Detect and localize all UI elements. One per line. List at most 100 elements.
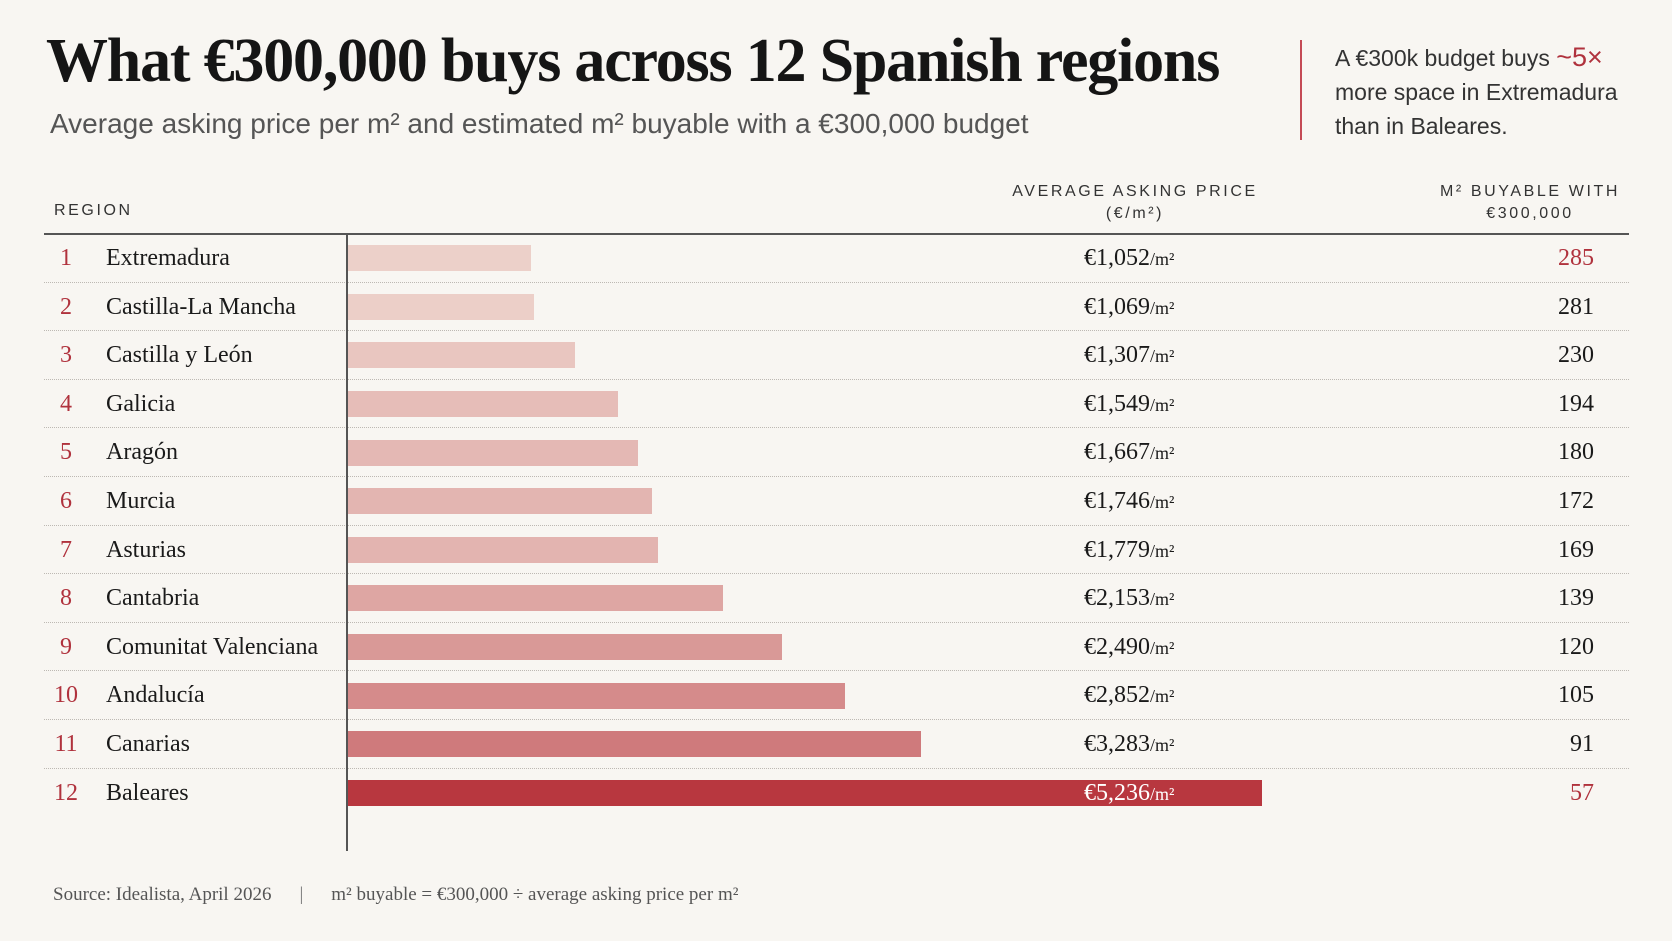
- m2-value: 194: [1558, 390, 1594, 417]
- rank-label: 11: [54, 731, 78, 757]
- region-label: Baleares: [106, 779, 189, 806]
- m2-value: 180: [1558, 439, 1594, 466]
- price-number: €1,549: [1084, 390, 1150, 417]
- region-label: Castilla-La Mancha: [106, 293, 296, 320]
- region-label: Murcia: [106, 488, 176, 514]
- price-bar: [347, 682, 846, 709]
- price-value: €1,779/m²: [1084, 526, 1174, 578]
- row-separator: [44, 767, 1629, 769]
- callout-text-before: A €300k budget buys: [1335, 45, 1557, 71]
- m2-value: 91: [1570, 731, 1594, 757]
- callout-text-after: more space in Extremadura than in Balear…: [1335, 79, 1618, 139]
- row-separator: [44, 427, 1629, 429]
- m2-column-header: M² BUYABLE WITH €300,000: [1405, 181, 1655, 225]
- price-bar: [347, 488, 653, 515]
- region-label: Asturias: [106, 536, 186, 563]
- chart-row: 5 Aragón €1,667/m² 180: [44, 428, 1629, 477]
- rank-label: 8: [60, 585, 72, 612]
- rank-label: 12: [54, 779, 78, 806]
- price-value: €1,549/m²: [1084, 380, 1174, 432]
- footer-source: Source: Idealista, April 2026: [53, 884, 272, 905]
- chart-row: 12 Baleares €5,236/m² 57: [44, 769, 1629, 818]
- price-header-line2: (€/m²): [1105, 205, 1165, 222]
- price-unit: /m²: [1150, 249, 1175, 269]
- m2-value: 172: [1558, 488, 1594, 514]
- m2-value: 281: [1558, 293, 1594, 320]
- price-number: €1,779: [1084, 536, 1150, 563]
- price-number: €2,490: [1084, 633, 1150, 660]
- rank-label: 3: [60, 342, 72, 369]
- chart-row: 2 Castilla-La Mancha €1,069/m² 281: [44, 283, 1629, 332]
- price-unit: /m²: [1150, 540, 1175, 561]
- m2-value: 139: [1558, 585, 1594, 612]
- price-unit: /m²: [1150, 637, 1175, 658]
- price-bar: [347, 293, 534, 320]
- price-value: €1,667/m²: [1084, 428, 1174, 480]
- chart-row: 9 Comunitat Valenciana €2,490/m² 120: [44, 623, 1629, 672]
- price-column-header: AVERAGE ASKING PRICE (€/m²): [980, 181, 1290, 225]
- header-rule: [44, 233, 1629, 235]
- price-unit: /m²: [1150, 394, 1175, 415]
- price-bar: [347, 391, 618, 418]
- price-value: €5,236/m²: [1084, 769, 1174, 821]
- bar-axis-line: [346, 234, 348, 851]
- rank-label: 7: [60, 536, 72, 563]
- rank-label: 9: [60, 633, 72, 660]
- region-label: Extremadura: [106, 245, 230, 271]
- price-value: €3,283/m²: [1084, 720, 1174, 772]
- price-bar: [347, 245, 531, 272]
- price-number: €2,852: [1084, 682, 1150, 709]
- price-unit: /m²: [1150, 783, 1175, 804]
- rank-label: 2: [60, 293, 72, 320]
- price-value: €2,852/m²: [1084, 671, 1174, 723]
- region-label: Canarias: [106, 731, 190, 757]
- callout-divider: [1300, 40, 1302, 140]
- row-separator: [44, 330, 1629, 332]
- chart-row: 6 Murcia €1,746/m² 172: [44, 477, 1629, 526]
- price-number: €1,052: [1084, 245, 1150, 271]
- chart-title: What €300,000 buys across 12 Spanish reg…: [46, 27, 1220, 95]
- m2-value: 285: [1558, 245, 1594, 271]
- row-separator: [44, 475, 1629, 477]
- price-unit: /m²: [1150, 297, 1175, 318]
- price-value: €1,069/m²: [1084, 283, 1174, 335]
- m2-header-line1: M² BUYABLE WITH: [1439, 183, 1621, 200]
- row-separator: [44, 281, 1629, 283]
- chart-row: 3 Castilla y León €1,307/m² 230: [44, 331, 1629, 380]
- price-number: €1,667: [1084, 439, 1150, 466]
- callout-highlight: ~5×: [1556, 42, 1603, 72]
- row-separator: [44, 718, 1629, 720]
- chart-subtitle: Average asking price per m² and estimate…: [50, 108, 1029, 139]
- price-value: €1,307/m²: [1084, 331, 1174, 383]
- price-number: €1,746: [1084, 488, 1150, 514]
- m2-value: 230: [1558, 342, 1594, 369]
- rank-label: 4: [60, 390, 72, 417]
- row-separator: [44, 670, 1629, 672]
- row-separator: [44, 573, 1629, 575]
- price-value: €2,490/m²: [1084, 623, 1174, 675]
- rank-label: 1: [60, 245, 72, 271]
- price-number: €1,307: [1084, 342, 1150, 369]
- footer: Source: Idealista, April 2026 | m² buyable…: [53, 884, 738, 906]
- price-unit: /m²: [1150, 589, 1175, 610]
- price-bar: [347, 634, 783, 661]
- m2-value: 105: [1558, 682, 1594, 709]
- region-label: Comunitat Valenciana: [106, 633, 319, 660]
- price-number: €1,069: [1084, 293, 1150, 320]
- m2-value: 57: [1570, 779, 1594, 806]
- price-value: €2,153/m²: [1084, 574, 1174, 626]
- region-label: Cantabria: [106, 585, 200, 612]
- rank-label: 10: [54, 682, 78, 709]
- rank-label: 6: [60, 488, 72, 514]
- price-bar: [347, 731, 921, 758]
- m2-value: 120: [1558, 633, 1594, 660]
- m2-value: 169: [1558, 536, 1594, 563]
- row-separator: [44, 378, 1629, 380]
- row-separator: [44, 524, 1629, 526]
- m2-header-line2: €300,000: [1486, 205, 1574, 222]
- price-unit: /m²: [1150, 443, 1175, 464]
- price-value: €1,052/m²: [1084, 234, 1174, 286]
- price-bar: [347, 585, 724, 612]
- price-number: €2,153: [1084, 585, 1150, 612]
- chart-row: 4 Galicia €1,549/m² 194: [44, 380, 1629, 429]
